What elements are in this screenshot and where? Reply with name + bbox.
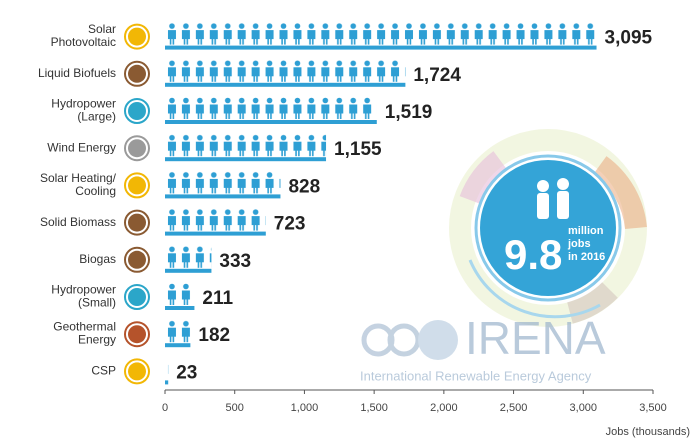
x-axis-label: Jobs (thousands) <box>606 426 690 438</box>
annotation-text: million jobs in 2016 <box>567 225 605 263</box>
category-label: Geothermal Energy <box>53 320 116 347</box>
bar-base <box>165 157 327 162</box>
icon-fill <box>128 27 146 46</box>
bar <box>165 283 195 310</box>
x-tick-label: 500 <box>226 402 244 414</box>
watermark-subtitle: International Renewable Energy Agency <box>360 368 592 383</box>
watermark-name: IRENA <box>465 312 606 364</box>
x-tick-label: 2,000 <box>430 402 458 414</box>
bar <box>165 97 377 124</box>
category-icon <box>124 321 150 348</box>
bar-base <box>165 343 191 348</box>
bar-people <box>165 134 327 157</box>
icon-fill <box>128 250 146 269</box>
bar-people <box>165 22 597 45</box>
bar-people <box>165 283 195 305</box>
icon-fill <box>128 102 146 120</box>
category-icon <box>124 135 150 162</box>
category-label: Hydropower (Small) <box>51 283 116 310</box>
value-label: 3,095 <box>605 28 653 49</box>
icon-fill <box>128 139 146 158</box>
category-icon <box>124 209 150 236</box>
bar-people <box>165 357 169 380</box>
bar <box>165 22 597 50</box>
icon-fill <box>128 176 146 195</box>
bar <box>165 320 191 348</box>
bar <box>165 134 327 162</box>
x-tick-label: 3,000 <box>570 402 598 414</box>
bar-people <box>165 59 406 82</box>
value-label: 1,519 <box>385 102 433 123</box>
x-tick-label: 2,500 <box>500 402 528 414</box>
value-label: 182 <box>198 325 230 346</box>
value-label: 333 <box>219 251 251 272</box>
category-icon <box>124 284 150 310</box>
category-icon <box>124 98 150 124</box>
bar-base <box>165 380 169 385</box>
category-label: Hydropower (Large) <box>51 97 116 124</box>
icon-fill <box>128 64 146 83</box>
bar-people <box>165 208 266 231</box>
bar-base <box>165 231 266 236</box>
category-icon <box>124 23 150 50</box>
category-label: Solar Photovoltaic <box>51 22 116 49</box>
category-label: CSP <box>91 364 116 378</box>
icon-fill <box>128 288 146 306</box>
category-icon <box>124 358 150 385</box>
category-label: Solar Heating/Cooling <box>40 171 117 198</box>
value-label: 1,155 <box>334 139 382 160</box>
bar-people <box>165 245 212 268</box>
category-icon <box>124 172 150 199</box>
x-tick-label: 3,500 <box>639 402 667 414</box>
bar-base <box>165 306 195 310</box>
highlight-graphic <box>449 129 647 327</box>
bar <box>165 245 212 273</box>
icon-fill <box>128 362 146 381</box>
x-tick-label: 0 <box>162 402 168 414</box>
bar-people <box>165 97 377 119</box>
bar-base <box>165 120 377 124</box>
value-label: 723 <box>274 214 306 235</box>
bar-people <box>165 171 281 194</box>
bar-base <box>165 45 597 50</box>
icon-fill <box>128 325 146 344</box>
watermark <box>361 320 458 360</box>
annotation-number: 9.8 <box>504 231 562 278</box>
bar-people <box>165 320 191 343</box>
x-tick-label: 1,500 <box>360 402 388 414</box>
bar-base <box>165 194 281 199</box>
bar <box>165 208 266 236</box>
value-label: 211 <box>202 288 233 309</box>
bar <box>165 59 406 87</box>
category-label: Liquid Biofuels <box>38 66 116 80</box>
x-tick-label: 1,000 <box>291 402 319 414</box>
bar <box>165 357 169 385</box>
value-label: 828 <box>288 176 320 197</box>
bar-base <box>165 268 212 273</box>
value-label: 23 <box>176 362 197 383</box>
category-label: Wind Energy <box>47 140 116 154</box>
icon-fill <box>128 213 146 232</box>
category-label: Biogas <box>79 252 116 266</box>
bar <box>165 171 281 199</box>
category-icon <box>124 246 150 273</box>
value-label: 1,724 <box>413 65 461 86</box>
category-icon <box>124 60 150 87</box>
category-label: Solid Biomass <box>40 215 116 229</box>
bar-base <box>165 82 406 87</box>
